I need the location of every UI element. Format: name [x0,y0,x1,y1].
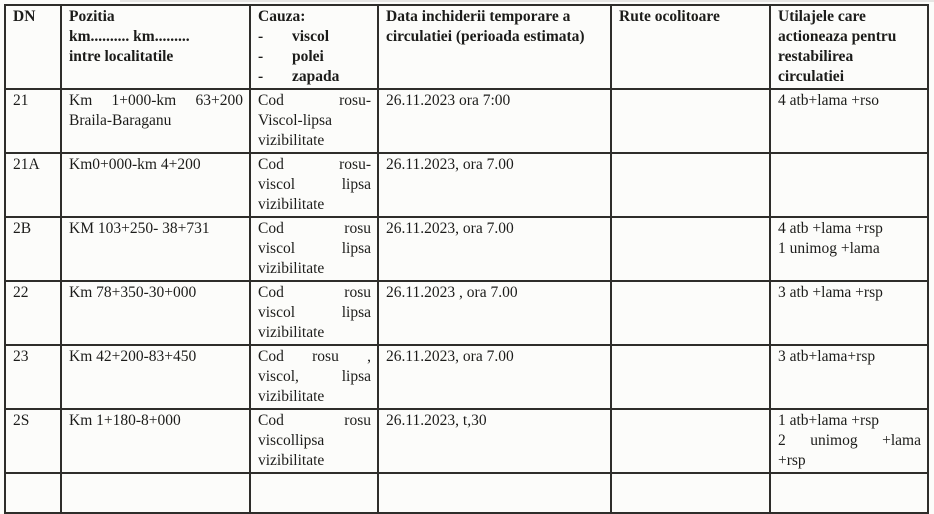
cell-dn: 23 [4,344,62,410]
cell-dn: 21A [4,152,62,218]
dash-bullet: - [258,48,264,65]
cell-rute [610,88,771,154]
header-dn-label: DN [13,8,36,25]
cell-cauza: Cod rosu, viscol, lipsa vizibilitate [249,344,379,410]
table-body: 21 Km 1+000-km 63+200 Braila-Baraganu Cod rosu… [4,88,929,514]
table-row-partial [4,472,929,514]
cell-cauza: Cod rosu- Viscol-lipsa vizibilitate [249,88,379,154]
header-pozitia: Pozitia km.......... km......... intre l… [60,4,251,90]
cell-rute [610,408,771,474]
table-row: 22 Km 78+350-30+000 Cod rosu viscol lipsa vizi… [4,280,929,346]
cell-pozitia: Km 42+200-83+450 [60,344,251,410]
cell-data-inchiderii: 26.11.2023, ora 7.00 [377,152,612,218]
table-row: 21A Km0+000-km 4+200 Cod rosu-viscol lipsa vi… [4,152,929,218]
cell-dn: 21 [4,88,62,154]
table-row: 2B KM 103+250- 38+731 Cod rosu viscol lipsa vi… [4,216,929,282]
cell-dn: 2S [4,408,62,474]
header-rute: Rute ocolitoare [610,4,771,90]
table-row: 21 Km 1+000-km 63+200 Braila-Baraganu Cod rosu… [4,88,929,154]
cell-utilaje [769,152,929,218]
header-data-inchiderii: Data inchiderii temporare a circulatiei … [377,4,612,90]
cell-rute [610,280,771,346]
road-closures-table: DN Pozitia km.......... km......... intr… [4,4,929,514]
cell-cauza: Cod rosu-viscol lipsa vizibilitate [249,152,379,218]
cell-cauza [249,472,379,514]
cell-data-inchiderii: 26.11.2023 ora 7:00 [377,88,612,154]
cell-pozitia: Km 1+000-km 63+200 Braila-Baraganu [60,88,251,154]
header-cauza-item-label: polei [292,48,324,65]
cell-rute [610,152,771,218]
dash-bullet: - [258,68,264,85]
cell-data-inchiderii [377,472,612,514]
cell-dn: 22 [4,280,62,346]
header-pozitia-line: intre localitatile [69,48,174,65]
cell-utilaje [769,472,929,514]
header-dn: DN [4,4,62,90]
header-cauza-item: - zapada [258,67,371,87]
cell-data-inchiderii: 26.11.2023, ora 7.00 [377,216,612,282]
cell-rute [610,216,771,282]
header-data-label: Data inchiderii temporare a circulatiei … [386,8,585,45]
cell-utilaje: 1 atb+lama +rsp 2 unimog +lama +rsp [769,408,929,474]
header-utilaje-label: Utilajele care actioneaza pentru restabi… [778,8,897,85]
cell-rute [610,472,771,514]
header-utilaje: Utilajele care actioneaza pentru restabi… [769,4,929,90]
cell-utilaje: 4 atb+lama +rso [769,88,929,154]
header-cauza-item: - polei [258,47,371,67]
header-row: DN Pozitia km.......... km......... intr… [4,4,929,90]
table-row: 2S Km 1+180-8+000 Cod rosu viscollipsa vizibi… [4,408,929,474]
table-row: 23 Km 42+200-83+450 Cod rosu, viscol, lipsa vi… [4,344,929,410]
table-header: DN Pozitia km.......... km......... intr… [4,4,929,90]
cell-dn: 2B [4,216,62,282]
cell-dn [4,472,62,514]
cell-utilaje: 3 atb+lama+rsp [769,344,929,410]
cell-pozitia: Km0+000-km 4+200 [60,152,251,218]
dash-bullet: - [258,28,264,45]
header-cauza-item: - viscol [258,27,371,47]
header-pozitia-line: Pozitia [69,8,115,25]
header-cauza: Cauza: - viscol - polei - zapada [249,4,379,90]
cell-pozitia: Km 78+350-30+000 [60,280,251,346]
cell-rute [610,344,771,410]
header-cauza-title: Cauza: [258,8,306,25]
scan-artifact-line [120,0,934,2]
cell-utilaje: 3 atb +lama +rsp [769,280,929,346]
header-cauza-item-label: zapada [292,68,340,85]
cell-pozitia: KM 103+250- 38+731 [60,216,251,282]
header-pozitia-line: km.......... km......... [69,28,190,45]
cell-utilaje: 4 atb +lama +rsp 1 unimog +lama [769,216,929,282]
header-rute-label: Rute ocolitoare [619,8,720,25]
cell-data-inchiderii: 26.11.2023, t,30 [377,408,612,474]
header-cauza-item-label: viscol [292,28,330,45]
cell-data-inchiderii: 26.11.2023, ora 7.00 [377,344,612,410]
cell-pozitia [60,472,251,514]
cell-pozitia: Km 1+180-8+000 [60,408,251,474]
cell-data-inchiderii: 26.11.2023 , ora 7.00 [377,280,612,346]
